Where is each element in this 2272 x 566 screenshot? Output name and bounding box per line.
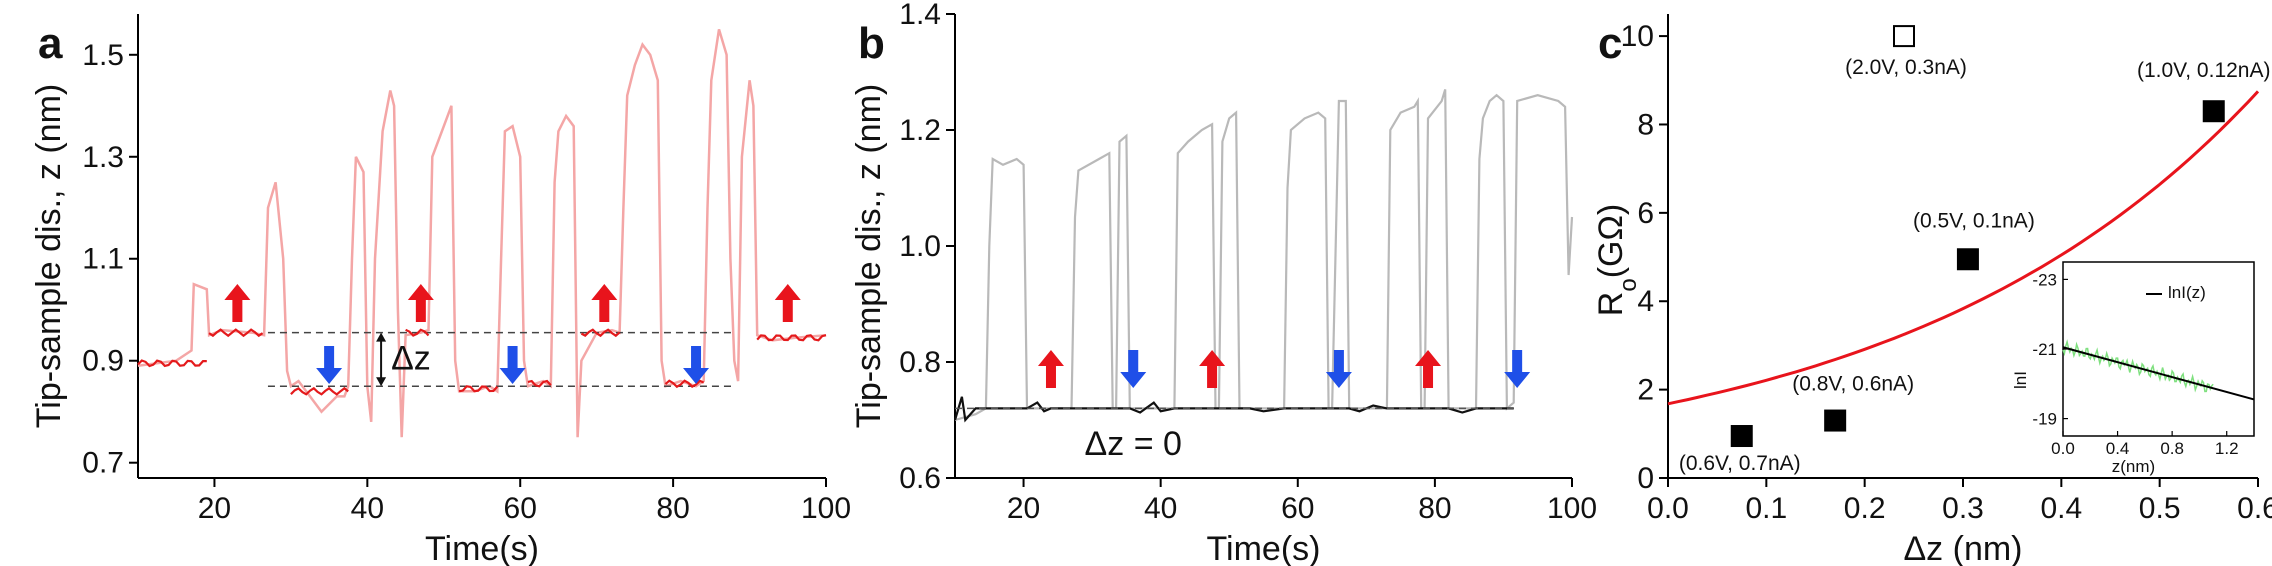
up-arrow-icon <box>224 284 251 322</box>
down-arrow-icon <box>1325 350 1352 388</box>
data-point <box>2202 100 2225 123</box>
y-axis-label-sub: o <box>1615 278 1642 291</box>
low-state-segment <box>137 359 207 368</box>
up-arrow-icon <box>1415 350 1442 388</box>
y-tick-label: 0.8 <box>899 346 941 379</box>
series-line <box>137 28 827 438</box>
inset-x-tick-label: 0.8 <box>2160 439 2184 458</box>
low-state-segment <box>290 386 349 396</box>
y-tick-label: 1.3 <box>82 141 124 174</box>
fit-curve <box>1667 90 2260 406</box>
y-tick-label: 4 <box>1637 285 1654 318</box>
y-tick-label: 0.6 <box>899 462 941 495</box>
inset-y-tick-label: -19 <box>2032 410 2057 429</box>
delta-z-arrowhead <box>376 377 387 387</box>
panel-label-a: a <box>38 19 63 68</box>
down-arrow-icon <box>499 346 526 384</box>
x-tick-label: 20 <box>198 492 231 525</box>
up-arrow-icon <box>774 284 801 322</box>
series-line <box>954 89 1574 422</box>
y-axis-label: Tip-sample dis., z (nm) <box>30 84 68 428</box>
y-tick-label: 2 <box>1637 374 1654 407</box>
down-arrow-icon <box>683 346 710 384</box>
x-tick-label: 0.0 <box>1647 492 1689 525</box>
data-point-label: (1.0V, 0.12nA) <box>2137 59 2271 82</box>
data-point-label: (2.0V, 0.3nA) <box>1845 56 1967 79</box>
y-tick-label: 1.4 <box>899 0 941 31</box>
data-point-label: (0.6V, 0.7nA) <box>1679 452 1801 475</box>
y-tick-label: 6 <box>1637 197 1654 230</box>
y-tick-label: 0.9 <box>82 345 124 378</box>
down-arrow-icon <box>316 346 343 384</box>
y-axis-label-main: R <box>1592 292 1630 317</box>
x-tick-label: 100 <box>801 492 851 525</box>
x-axis-label: Time(s) <box>425 530 539 566</box>
low-state-segment <box>756 334 827 342</box>
down-arrow-icon <box>1504 350 1531 388</box>
y-tick-label: 8 <box>1637 108 1654 141</box>
x-tick-label: 0.4 <box>2040 492 2082 525</box>
data-point <box>1824 409 1847 432</box>
low-state-segment <box>580 328 621 338</box>
x-tick-label: 40 <box>1144 492 1177 525</box>
data-point-label: (0.8V, 0.6nA) <box>1792 373 1914 396</box>
data-point <box>1730 425 1753 448</box>
y-axis-label: Ro(GΩ) <box>1592 204 1642 316</box>
inset-y-tick-label: -21 <box>2032 340 2057 359</box>
delta-z-zero-label: Δz = 0 <box>1085 425 1182 463</box>
y-tick-label: 1.5 <box>82 39 124 72</box>
y-axis-label-unit: (GΩ) <box>1592 204 1630 279</box>
low-state-segment <box>458 385 499 393</box>
up-arrow-icon <box>1037 350 1064 388</box>
x-axis-label: Time(s) <box>1207 530 1321 566</box>
y-tick-label: 1.0 <box>899 230 941 263</box>
series-line <box>953 396 1514 423</box>
inset-x-tick-label: 1.2 <box>2215 439 2239 458</box>
panel-label-c: c <box>1598 19 1622 68</box>
low-state-segment <box>527 379 552 388</box>
x-tick-label: 0.5 <box>2139 492 2181 525</box>
x-tick-label: 0.2 <box>1844 492 1886 525</box>
inset-x-tick-label: 0.0 <box>2051 439 2075 458</box>
inset-x-label: z(nm) <box>2112 457 2155 476</box>
delta-z-arrowhead <box>376 332 387 342</box>
x-tick-label: 80 <box>1418 492 1451 525</box>
inset-y-label: lnI <box>2011 371 2030 389</box>
inset-x-tick-label: 0.4 <box>2106 439 2130 458</box>
data-point <box>1956 248 1979 271</box>
x-axis-label: Δz (nm) <box>1903 530 2022 566</box>
x-tick-label: 0.3 <box>1942 492 1984 525</box>
inset-y-tick-label: -23 <box>2032 270 2057 289</box>
x-tick-label: 60 <box>504 492 537 525</box>
up-arrow-icon <box>1199 350 1226 388</box>
y-tick-label: 0 <box>1637 462 1654 495</box>
up-arrow-icon <box>591 284 618 322</box>
panel-label-b: b <box>858 19 885 68</box>
x-tick-label: 60 <box>1281 492 1314 525</box>
up-arrow-icon <box>407 284 434 322</box>
y-axis-label: Tip-sample dis., z (nm) <box>850 84 888 428</box>
down-arrow-icon <box>1120 350 1147 388</box>
y-tick-label: 1.1 <box>82 243 124 276</box>
x-tick-label: 20 <box>1007 492 1040 525</box>
x-tick-label: 80 <box>656 492 689 525</box>
data-point <box>1893 25 1915 48</box>
low-state-segment <box>208 328 264 338</box>
y-tick-label: 10 <box>1621 20 1654 53</box>
y-tick-label: 1.2 <box>899 114 941 147</box>
x-tick-label: 40 <box>351 492 384 525</box>
x-tick-label: 0.1 <box>1745 492 1787 525</box>
data-point-label: (0.5V, 0.1nA) <box>1913 209 2035 232</box>
delta-z-label: Δz <box>391 339 431 377</box>
inset-legend-label: lnI(z) <box>2168 283 2206 302</box>
low-state-segment <box>664 379 705 389</box>
low-state-segment <box>405 328 430 337</box>
inset-fit-line <box>2062 346 2255 401</box>
x-tick-label: 0.6 <box>2237 492 2272 525</box>
x-tick-label: 100 <box>1547 492 1597 525</box>
inset-frame <box>2062 261 2255 437</box>
y-tick-label: 0.7 <box>82 447 124 480</box>
